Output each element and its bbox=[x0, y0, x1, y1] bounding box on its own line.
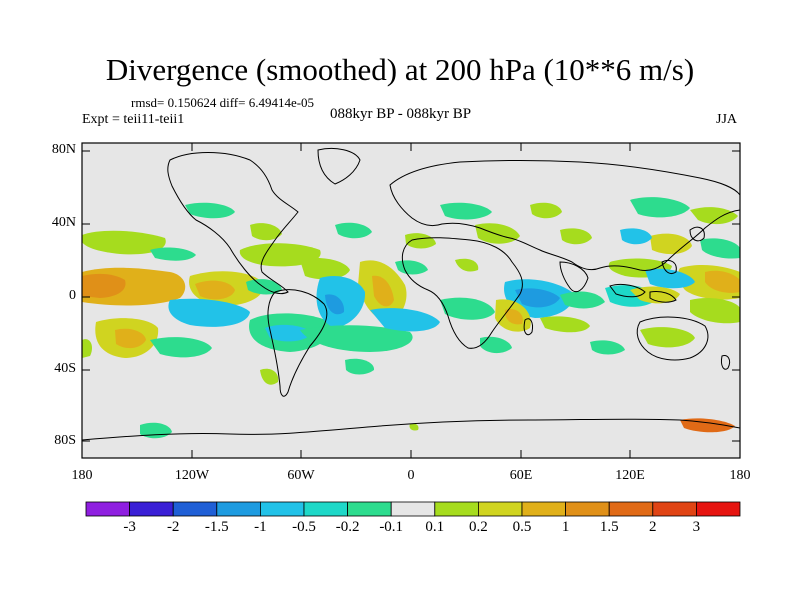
colorbar-label: -1.5 bbox=[204, 519, 229, 535]
lat-tick-marks bbox=[82, 150, 740, 442]
lat-label-40n: 40N bbox=[51, 215, 76, 230]
lon-label-0: 0 bbox=[407, 468, 415, 483]
colorbar-label: -0.1 bbox=[379, 519, 404, 535]
colorbar-swatch bbox=[85, 501, 130, 517]
colorbar-swatch bbox=[652, 501, 697, 517]
colorbar-label: 3 bbox=[692, 519, 701, 535]
colorbar-swatch bbox=[347, 501, 392, 517]
map-title: Divergence (smoothed) at 200 hPa (10**6 … bbox=[105, 52, 695, 87]
colorbar-label: -3 bbox=[123, 519, 136, 535]
colorbar-label: 2 bbox=[649, 519, 657, 535]
colorbar-swatch bbox=[172, 501, 218, 517]
lat-label-0: 0 bbox=[69, 288, 76, 303]
colorbar-label: 0.1 bbox=[425, 519, 445, 535]
lon-label-180w: 180 bbox=[71, 468, 93, 483]
period-label: 088kyr BP - 088kyr BP bbox=[330, 106, 472, 122]
lat-label-40s: 40S bbox=[54, 361, 76, 376]
colorbar-label: 1 bbox=[561, 519, 570, 535]
lat-label-80n: 80N bbox=[51, 142, 76, 157]
lon-label-120e: 120E bbox=[615, 468, 645, 483]
colorbar-swatch bbox=[477, 501, 523, 517]
lon-label-180e: 180 bbox=[729, 468, 751, 483]
colorbar-swatch bbox=[216, 501, 261, 517]
lon-tick-marks bbox=[81, 143, 631, 458]
divergence-field bbox=[82, 197, 740, 439]
lon-label-120w: 120W bbox=[174, 468, 210, 483]
colorbar-swatch bbox=[521, 501, 566, 517]
colorbar-swatch bbox=[259, 501, 305, 517]
colorbar-label: 0.2 bbox=[469, 519, 488, 535]
colorbar-label: 1.5 bbox=[599, 519, 619, 535]
experiment-label: Expt = teii11-teii1 bbox=[82, 112, 185, 127]
colorbar-label: -0.5 bbox=[292, 519, 316, 535]
coastlines bbox=[82, 147, 740, 441]
colorbar-label: -2 bbox=[166, 519, 180, 535]
colorbar-swatch bbox=[696, 501, 741, 517]
colorbar-swatch bbox=[390, 501, 436, 517]
lon-label-60e: 60E bbox=[509, 468, 533, 483]
colorbar-label: -1 bbox=[254, 519, 267, 535]
lat-label-80s: 80S bbox=[54, 433, 76, 448]
colorbar bbox=[85, 501, 741, 517]
colorbar-swatch bbox=[434, 501, 479, 517]
colorbar-label: -0.2 bbox=[335, 519, 360, 535]
season-label: JJA bbox=[716, 112, 738, 127]
stats-text: rmsd= 0.150624 diff= 6.49414e-05 bbox=[131, 95, 315, 110]
colorbar-swatch bbox=[129, 501, 174, 517]
colorbar-swatch bbox=[565, 501, 610, 517]
colorbar-swatch bbox=[303, 501, 348, 517]
lon-label-60w: 60W bbox=[287, 468, 315, 483]
colorbar-label: 0.5 bbox=[512, 519, 532, 535]
colorbar-swatch bbox=[608, 501, 654, 517]
